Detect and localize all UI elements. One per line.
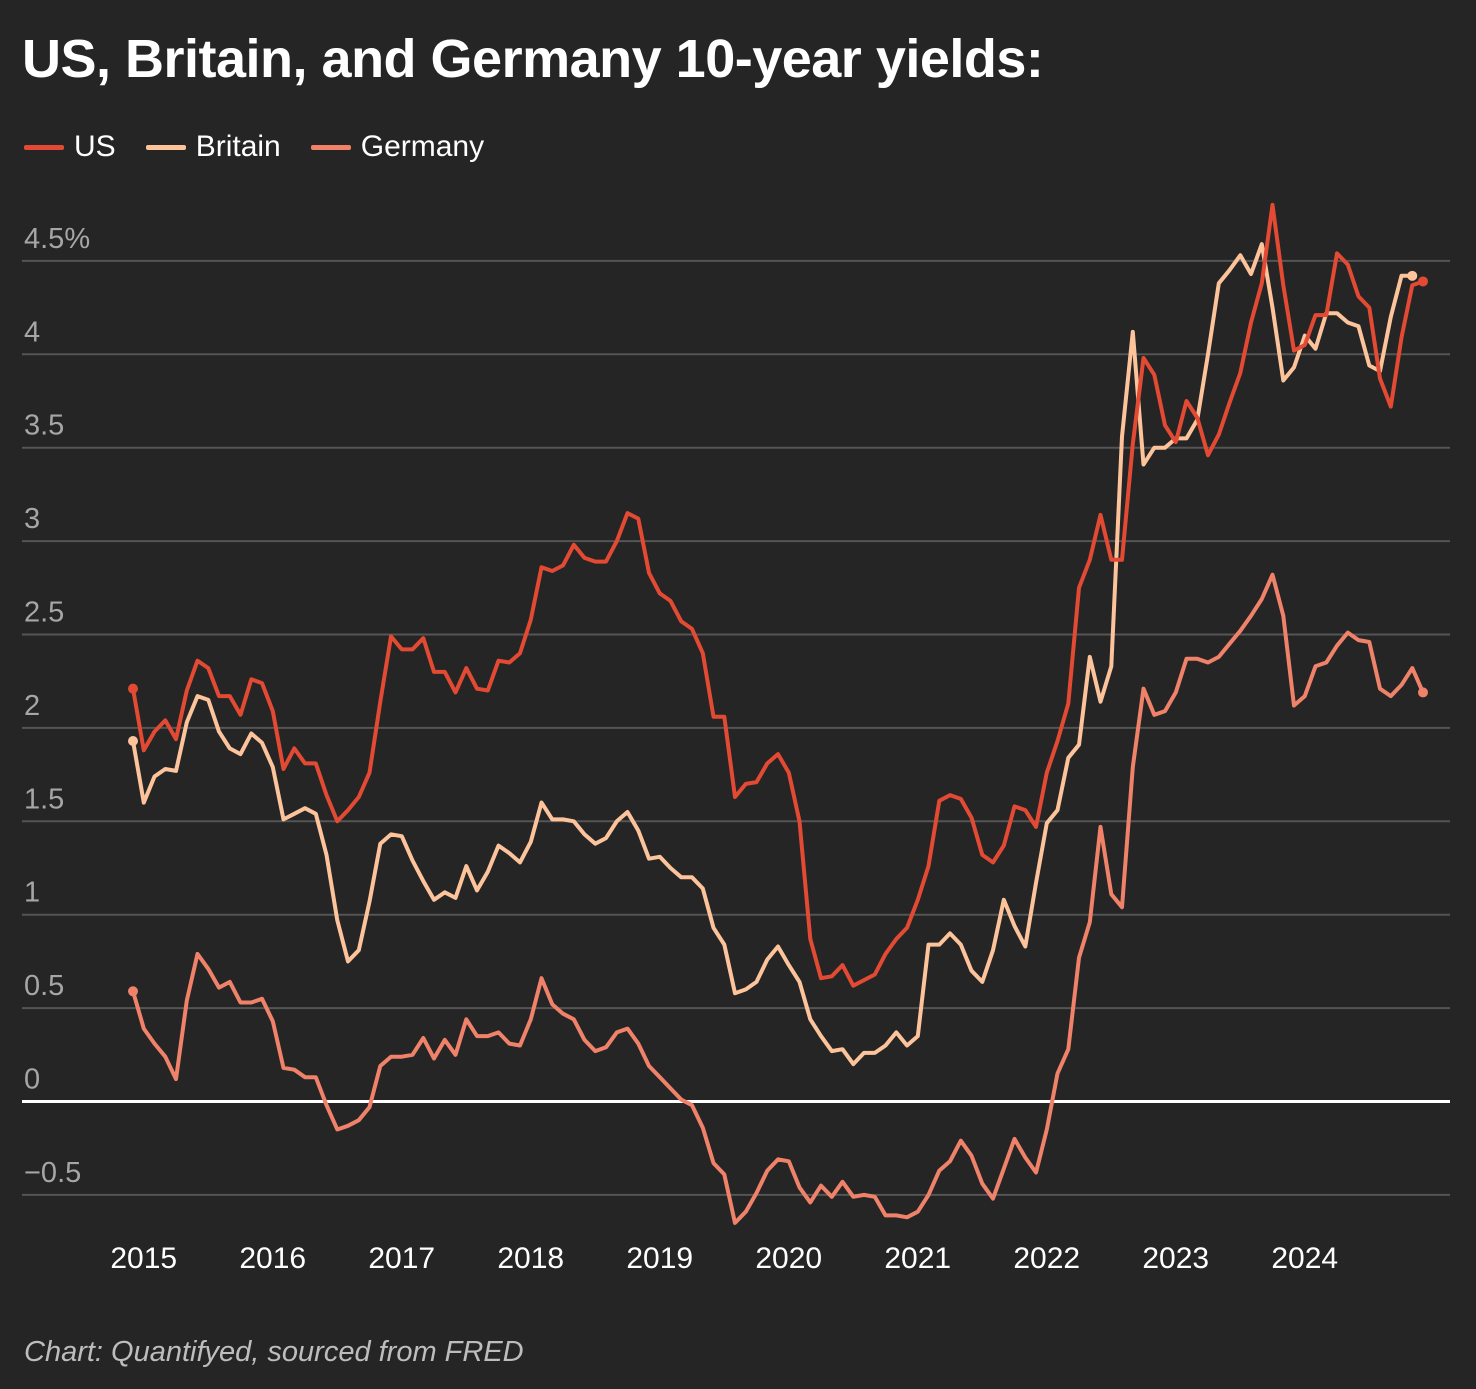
x-axis-ticks: 2015 2016 2017 2018 2019 2020 2021 2022 2023 2024 <box>110 1242 1338 1275</box>
gridlines <box>22 259 1450 1196</box>
endpoint-marker-germany <box>1418 687 1428 698</box>
x-tick-label: 2023 <box>1142 1242 1209 1275</box>
x-tick-label: 2018 <box>497 1242 564 1275</box>
y-axis-ticks: 4.5% 4 3.5 3 2.5 2 1.5 1 0.5 0 −0.5 <box>24 223 90 1189</box>
chart-title: US, Britain, and Germany 10-year yields: <box>22 29 1044 89</box>
endpoint-marker-us <box>128 683 138 694</box>
y-tick-label: 3 <box>24 503 40 535</box>
x-tick-label: 2020 <box>755 1242 822 1275</box>
y-tick-label: 0.5 <box>24 970 64 1002</box>
x-tick-label: 2015 <box>110 1242 177 1275</box>
source-note: Chart: Quantifyed, sourced from FRED <box>24 1336 524 1368</box>
x-tick-label: 2022 <box>1013 1242 1080 1275</box>
series-line-britain <box>131 242 1415 1067</box>
legend-item-germany: Germany <box>310 130 485 164</box>
x-tick-label: 2016 <box>239 1242 306 1275</box>
legend-item-britain: Britain <box>145 130 281 164</box>
endpoint-marker-germany <box>128 986 138 997</box>
legend-swatch-germany <box>310 144 351 150</box>
legend-label-germany: Germany <box>360 130 485 163</box>
series-lines <box>128 202 1428 1225</box>
y-tick-label: 4 <box>24 316 40 348</box>
x-tick-label: 2024 <box>1271 1242 1338 1275</box>
endpoint-marker-britain <box>128 735 138 746</box>
legend-item-us: US <box>24 130 116 164</box>
endpoint-marker-britain <box>1407 270 1418 281</box>
series-line-us <box>131 202 1425 988</box>
x-tick-label: 2019 <box>626 1242 693 1275</box>
x-tick-label: 2021 <box>884 1242 951 1275</box>
y-tick-label: 4.5% <box>24 223 90 255</box>
y-tick-label: −0.5 <box>24 1157 81 1189</box>
y-tick-label: 0 <box>24 1064 40 1096</box>
legend-label-britain: Britain <box>195 130 281 163</box>
y-tick-label: 3.5 <box>24 410 64 442</box>
y-tick-label: 2 <box>24 690 40 722</box>
endpoint-marker-us <box>1418 276 1428 287</box>
legend-swatch-britain <box>145 144 186 150</box>
x-tick-label: 2017 <box>368 1242 435 1275</box>
y-tick-label: 1.5 <box>24 783 64 815</box>
legend-swatch-us <box>24 144 64 150</box>
series-line-germany <box>131 572 1425 1225</box>
y-tick-label: 2.5 <box>24 597 64 629</box>
legend: US Britain Germany <box>24 130 514 164</box>
y-tick-label: 1 <box>24 877 40 909</box>
legend-label-us: US <box>74 130 116 163</box>
